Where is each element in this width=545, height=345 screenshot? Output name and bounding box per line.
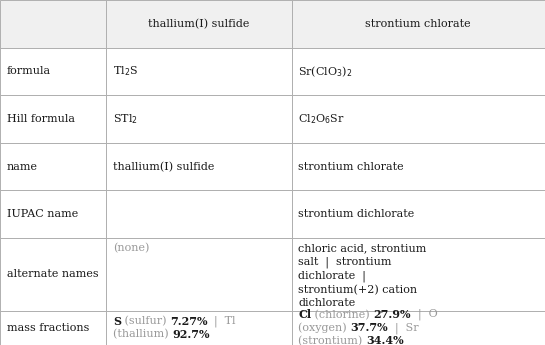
Bar — [106, 48, 292, 95]
Bar — [0, 310, 106, 345]
Text: (strontium): (strontium) — [298, 336, 366, 345]
Bar — [106, 0, 292, 48]
Bar — [106, 0, 292, 48]
Text: 27.9%: 27.9% — [373, 309, 411, 320]
Text: 34.4%: 34.4% — [366, 335, 403, 345]
Bar — [292, 190, 545, 238]
Text: |  Sr: | Sr — [388, 322, 419, 334]
Text: Hill formula: Hill formula — [7, 114, 75, 124]
Text: 7.27%: 7.27% — [170, 316, 207, 327]
Bar — [292, 0, 545, 48]
Bar — [0, 48, 106, 95]
Bar — [292, 143, 545, 190]
Text: 92.7%: 92.7% — [172, 329, 209, 340]
Text: mass fractions: mass fractions — [7, 323, 89, 333]
Text: (sulfur): (sulfur) — [121, 316, 170, 326]
Text: strontium dichlorate: strontium dichlorate — [298, 209, 414, 219]
Bar — [292, 310, 545, 345]
Bar — [292, 95, 545, 143]
Text: Cl$_{2}$O$_{6}$Sr: Cl$_{2}$O$_{6}$Sr — [298, 112, 345, 126]
Bar — [0, 143, 106, 190]
Bar — [0, 0, 106, 48]
Text: |  O: | O — [411, 309, 438, 321]
Text: (none): (none) — [113, 243, 149, 254]
Text: chloric acid, strontium
salt  |  strontium
dichlorate  |
strontium(+2) cation
di: chloric acid, strontium salt | strontium… — [298, 243, 427, 308]
Bar — [106, 238, 292, 310]
Text: strontium chlorate: strontium chlorate — [366, 19, 471, 29]
Text: S: S — [113, 316, 121, 327]
Bar — [106, 143, 292, 190]
Text: (thallium): (thallium) — [113, 329, 172, 339]
Text: (chlorine): (chlorine) — [311, 309, 373, 320]
Text: thallium(I) sulfide: thallium(I) sulfide — [148, 19, 250, 29]
Text: IUPAC name: IUPAC name — [7, 209, 78, 219]
Bar — [0, 190, 106, 238]
Bar — [0, 95, 106, 143]
Bar — [0, 0, 106, 48]
Bar — [106, 190, 292, 238]
Text: Sr(ClO$_{3}$)$_{2}$: Sr(ClO$_{3}$)$_{2}$ — [298, 64, 353, 79]
Bar — [292, 0, 545, 48]
Text: Cl: Cl — [298, 309, 311, 320]
Text: formula: formula — [7, 67, 51, 76]
Text: name: name — [7, 162, 38, 171]
Text: (oxygen): (oxygen) — [298, 323, 350, 333]
Text: |  Tl: | Tl — [207, 315, 236, 327]
Text: alternate names: alternate names — [7, 269, 98, 279]
Text: thallium(I) sulfide: thallium(I) sulfide — [113, 161, 214, 172]
Text: Tl$_{2}$S: Tl$_{2}$S — [113, 65, 138, 78]
Bar — [106, 95, 292, 143]
Bar — [292, 48, 545, 95]
Bar — [292, 238, 545, 310]
Bar — [106, 310, 292, 345]
Text: 37.7%: 37.7% — [350, 322, 388, 333]
Bar — [0, 238, 106, 310]
Text: strontium chlorate: strontium chlorate — [298, 162, 404, 171]
Text: STl$_{2}$: STl$_{2}$ — [113, 112, 138, 126]
